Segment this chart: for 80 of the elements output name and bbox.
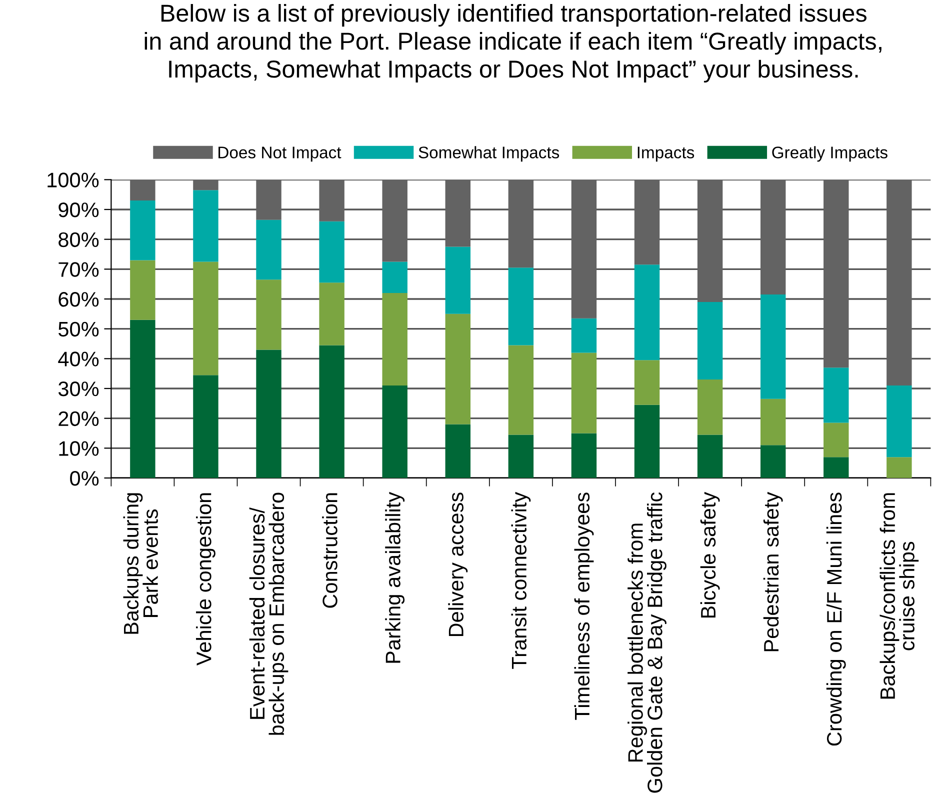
bar xyxy=(886,180,912,386)
bar xyxy=(760,398,786,446)
bar xyxy=(319,221,344,283)
x-tick-label: Backups/conflicts from cruise ships xyxy=(880,493,919,699)
bar xyxy=(824,180,849,368)
x-tick-label: Transit connectivity xyxy=(511,492,531,669)
legend-label: Greatly Impacts xyxy=(772,146,888,162)
chart-title: Below is a list of previously identified transportation-related issues in and around the Port. Please indicate if each item “Greatly impacts, Impacts, Somewhat Impacts or Does Not Impact” your business. xyxy=(144,4,882,83)
bar xyxy=(130,180,156,201)
bar xyxy=(382,262,408,294)
bar xyxy=(445,314,470,424)
x-tick-label: Vehicle congestion xyxy=(196,493,216,666)
bar xyxy=(193,375,218,478)
bar xyxy=(256,280,282,350)
bar xyxy=(445,424,470,478)
bar xyxy=(382,293,408,386)
bar xyxy=(382,386,408,478)
y-tick-label: 30% xyxy=(58,381,99,396)
bar xyxy=(571,433,597,478)
bar xyxy=(130,320,156,478)
x-tick-label: Event-related closures/ back-ups on Embarcadero xyxy=(249,492,288,735)
bar xyxy=(886,457,912,478)
bar xyxy=(256,180,282,220)
x-tick-label: Parking availability xyxy=(385,492,405,663)
bar xyxy=(382,180,408,262)
y-tick-label: 80% xyxy=(58,232,99,248)
y-tick-label: 0% xyxy=(70,470,99,486)
bar xyxy=(319,345,344,478)
y-tick-label: 40% xyxy=(58,352,99,366)
bar xyxy=(571,352,597,434)
bar xyxy=(824,457,849,478)
x-tick-label: Bicycle safety xyxy=(700,492,720,618)
bar xyxy=(760,294,786,399)
x-tick-label: Timeliness of employees xyxy=(574,492,594,720)
x-tick-label: Delivery access xyxy=(448,492,468,636)
bar xyxy=(508,268,534,346)
bar xyxy=(634,264,660,360)
bar xyxy=(697,434,723,478)
bar xyxy=(130,200,156,260)
bar xyxy=(760,445,786,478)
bar xyxy=(508,180,534,268)
bar xyxy=(445,246,470,314)
bar xyxy=(697,380,723,435)
y-tick-label: 50% xyxy=(58,322,99,337)
bar xyxy=(634,404,660,478)
bar xyxy=(697,180,723,302)
bar xyxy=(634,360,660,405)
bar xyxy=(508,345,534,435)
bar xyxy=(256,350,282,478)
bar xyxy=(760,180,786,295)
y-tick-label: 70% xyxy=(58,262,99,277)
y-tick-label: 100% xyxy=(48,172,99,188)
bar xyxy=(824,422,849,458)
x-tick-label: Backups during Park events xyxy=(123,493,158,634)
legend-label: Does Not Impact xyxy=(218,146,342,162)
bar xyxy=(634,180,660,265)
x-tick-label: Crowding on E/F Muni lines xyxy=(826,492,846,746)
bar xyxy=(886,386,912,458)
legend-label: Impacts xyxy=(638,146,694,162)
bar xyxy=(319,282,344,346)
y-tick-label: 20% xyxy=(58,411,99,426)
bar xyxy=(571,318,597,353)
bar xyxy=(193,190,218,262)
y-tick-label: 60% xyxy=(58,292,99,307)
x-tick-label: Construction xyxy=(322,493,338,608)
bar xyxy=(193,180,218,190)
bar xyxy=(824,368,849,423)
bar xyxy=(697,302,723,380)
bar xyxy=(319,180,344,222)
bar xyxy=(130,260,156,320)
legend-label: Somewhat Impacts xyxy=(418,146,560,162)
y-tick-label: 90% xyxy=(58,202,99,218)
x-tick-label: Pedestrian safety xyxy=(763,492,783,652)
bar xyxy=(445,180,470,247)
bar xyxy=(571,180,597,318)
bar xyxy=(256,220,282,280)
y-tick-label: 10% xyxy=(59,441,99,456)
bar xyxy=(508,434,534,478)
x-tick-label: Regional bottlenecks from Golden Gate & Bay Bridge traffic xyxy=(628,492,666,793)
bar xyxy=(193,262,218,376)
